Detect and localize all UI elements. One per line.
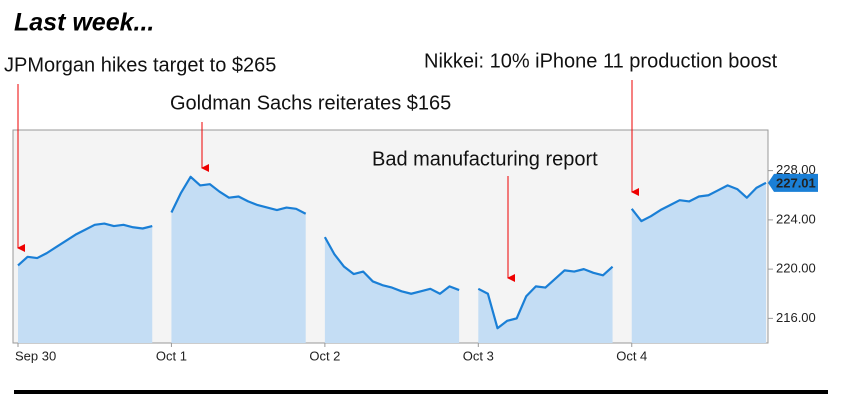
annotation: Nikkei: 10% iPhone 11 production boost	[424, 50, 778, 72]
area	[18, 176, 766, 343]
x-tick-label: Sep 30	[15, 348, 56, 363]
annotation: Bad manufacturing report	[372, 148, 598, 170]
y-tick-label: 220.00	[776, 261, 816, 276]
last-price-box	[768, 173, 818, 192]
x-tick-label: Oct 4	[616, 348, 647, 363]
y-tick-label: 216.00	[776, 310, 816, 325]
annotation: Goldman Sachs reiterates $165	[170, 92, 451, 114]
chart-title: Last week...	[14, 9, 154, 37]
last-price-label: 227.01	[776, 175, 816, 190]
annotation: JPMorgan hikes target to $265	[4, 54, 276, 76]
x-tick-label: Oct 2	[309, 348, 340, 363]
y-tick-label: 224.00	[776, 211, 816, 226]
x-tick-label: Oct 3	[463, 348, 494, 363]
price-line	[17, 175, 767, 330]
y-tick-label: 228.00	[776, 162, 816, 177]
x-tick-label: Oct 1	[156, 348, 187, 363]
